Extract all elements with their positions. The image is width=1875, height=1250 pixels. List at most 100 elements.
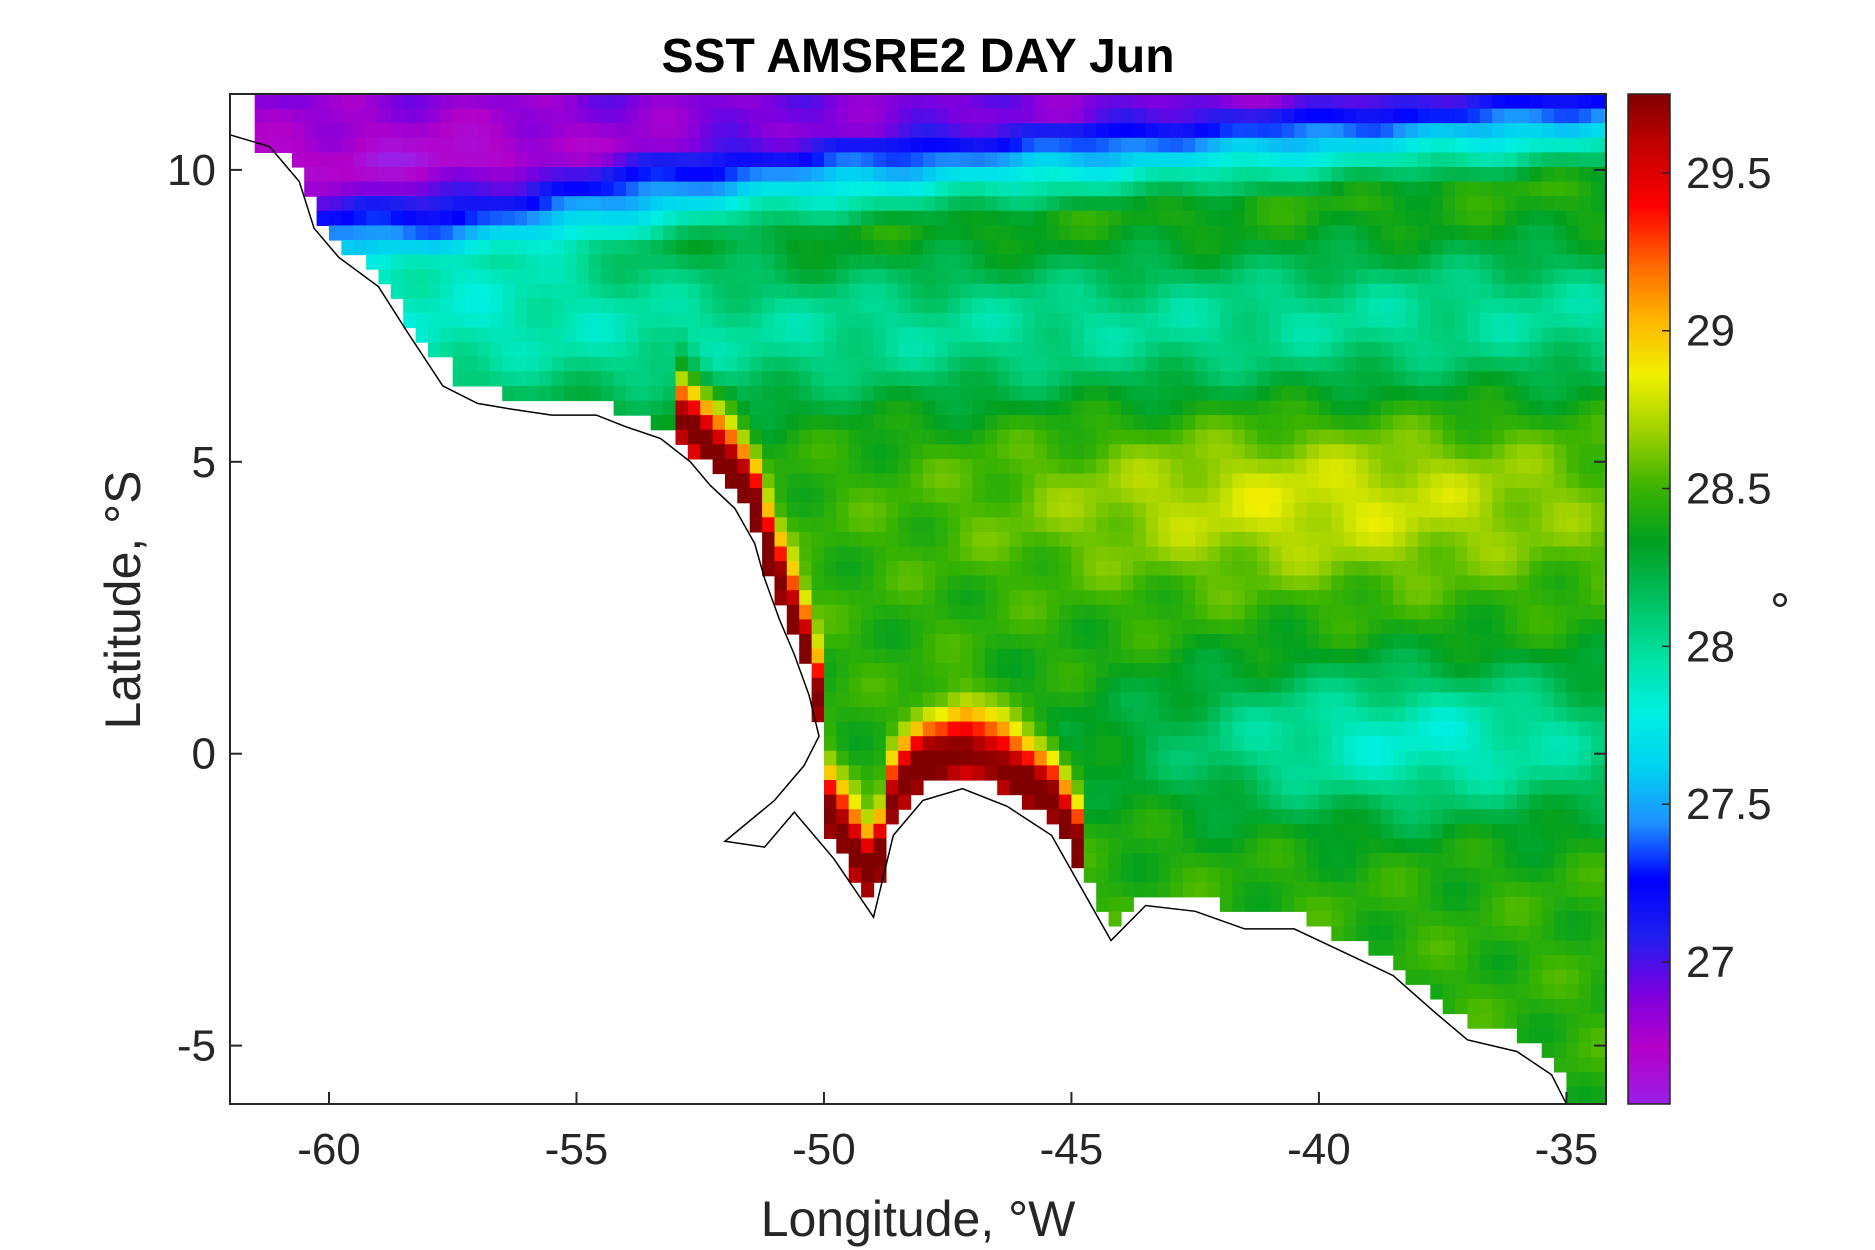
heatmap-cell [1442,342,1456,358]
heatmap-cell [1591,940,1605,956]
heatmap-cell [1343,867,1357,883]
heatmap-cell [564,196,578,212]
heatmap-cell [1083,561,1097,577]
heatmap-cell [972,444,986,460]
heatmap-cell [1034,283,1048,299]
heatmap-cell [836,298,850,314]
heatmap-cell [502,181,516,197]
heatmap-cell [1541,721,1555,737]
heatmap-cell [1071,254,1085,270]
heatmap-cell [576,225,590,241]
heatmap-cell [1504,458,1518,475]
heatmap-cell [1566,400,1580,416]
heatmap-cell [650,415,664,431]
heatmap-cell [1108,254,1122,270]
heatmap-cell [1529,473,1543,489]
heatmap-cell [1455,283,1468,299]
heatmap-cell [1554,531,1567,548]
heatmap-cell [786,400,800,416]
heatmap-cell [898,108,912,124]
heatmap-cell [1108,780,1122,796]
heatmap-cell [1479,809,1493,825]
heatmap-cell [465,254,479,270]
heatmap-cell [1455,575,1468,591]
heatmap-cell [984,502,998,518]
heatmap-cell [799,254,813,270]
heatmap-cell [613,225,627,241]
heatmap-cell [1516,648,1530,664]
heatmap-cell [762,137,776,153]
heatmap-cell [1516,312,1530,329]
heatmap-cell [1479,663,1493,679]
heatmap-cell [762,502,776,518]
heatmap-cell [1145,123,1159,139]
heatmap-cell [1034,181,1048,197]
heatmap-cell [1083,312,1097,329]
heatmap-cell [1467,473,1481,489]
heatmap-cell [824,677,837,693]
heatmap-cell [1467,444,1481,460]
heatmap-cell [1158,458,1172,475]
heatmap-cell [799,123,813,139]
heatmap-cell [1244,385,1258,402]
heatmap-cell [1504,225,1518,241]
heatmap-cell [1133,269,1147,285]
heatmap-cell [1455,911,1468,927]
heatmap-cell [1331,794,1345,810]
heatmap-cell [960,385,974,402]
heatmap-cell [1591,1101,1605,1104]
heatmap-cell [1281,838,1295,854]
heatmap-cell [1504,721,1518,737]
heatmap-cell [1405,707,1419,723]
heatmap-cell [1034,210,1048,226]
heatmap-cell [403,152,417,168]
heatmap-cell [1356,254,1369,270]
heatmap-cell [1529,429,1543,445]
heatmap-cell [1554,546,1567,562]
heatmap-cell [539,210,553,226]
heatmap-cell [489,167,503,183]
heatmap-cell [1318,342,1332,358]
heatmap-cell [799,502,813,518]
heatmap-cell [1232,794,1246,810]
heatmap-cell [1430,371,1444,387]
heatmap-cell [972,312,986,329]
heatmap-cell [1479,619,1493,635]
heatmap-cell [1318,575,1332,591]
heatmap-cell [1516,663,1530,679]
heatmap-cell [1566,385,1580,402]
heatmap-cell [960,488,974,504]
heatmap-cell [1195,254,1209,270]
heatmap-cell [910,400,924,416]
heatmap-cell [762,123,776,139]
heatmap-cell [1578,210,1592,226]
heatmap-cell [539,137,553,153]
heatmap-cell [725,123,738,139]
heatmap-cell [1108,911,1122,927]
heatmap-cell [1405,969,1419,985]
heatmap-cell [489,298,503,314]
heatmap-cell [774,196,788,212]
heatmap-cell [1182,371,1196,387]
heatmap-cell [1120,312,1134,329]
heatmap-cell [1380,648,1394,664]
heatmap-cell [1108,619,1122,635]
heatmap-cell [1516,283,1530,299]
heatmap-cell [1294,356,1308,372]
heatmap-cell [1257,648,1271,664]
heatmap-cell [1442,240,1456,256]
heatmap-cell [898,648,912,664]
heatmap-cell [316,196,330,212]
heatmap-cell [910,225,924,241]
heatmap-cell [1232,823,1246,839]
heatmap-cell [452,327,466,343]
heatmap-cell [1009,707,1023,723]
heatmap-cell [1417,750,1431,766]
heatmap-cell [1541,998,1555,1015]
heatmap-cell [1281,429,1295,445]
heatmap-cell [1455,794,1468,810]
heatmap-cell [700,167,714,183]
heatmap-cell [1566,1057,1580,1073]
heatmap-cell [1170,254,1184,270]
heatmap-cell [1269,721,1283,737]
